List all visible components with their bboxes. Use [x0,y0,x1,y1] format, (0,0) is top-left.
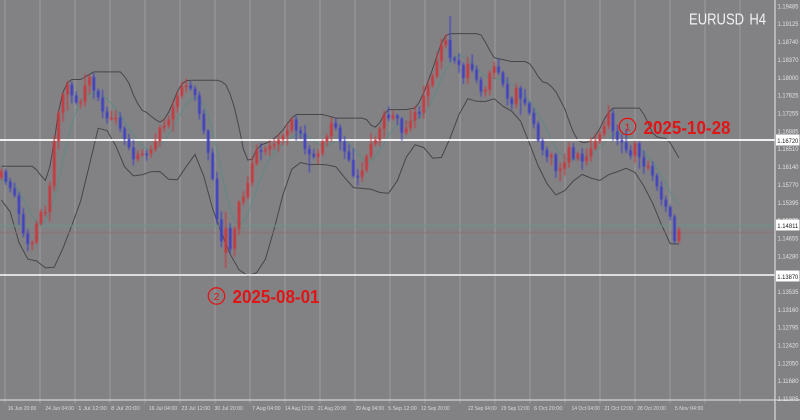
svg-text:EURUSD H4: EURUSD H4 [689,12,766,29]
svg-text:1.18000: 1.18000 [778,75,799,82]
svg-text:1.13535: 1.13535 [778,289,799,296]
svg-text:14 Aug 12:00: 14 Aug 12:00 [285,406,314,412]
svg-text:30 Jul 20:00: 30 Jul 20:00 [214,406,243,412]
svg-text:23 Jul 12:00: 23 Jul 12:00 [182,406,211,412]
svg-text:1.14280: 1.14280 [778,253,799,260]
svg-text:1.16510: 1.16510 [778,146,799,153]
svg-text:2025-10-28: 2025-10-28 [644,117,731,138]
svg-text:21 Aug 20:00: 21 Aug 20:00 [318,406,347,412]
svg-text:1.18370: 1.18370 [778,57,799,64]
svg-text:16 Jun 20:00: 16 Jun 20:00 [8,406,37,412]
svg-text:16 Jul 04:00: 16 Jul 04:00 [149,406,178,412]
svg-text:1.17625: 1.17625 [778,93,799,100]
svg-text:1.12420: 1.12420 [778,343,799,350]
svg-text:8 Jul 20:00: 8 Jul 20:00 [111,406,140,412]
svg-text:12 Sep 20:00: 12 Sep 20:00 [421,406,450,412]
svg-text:1.13160: 1.13160 [778,307,799,314]
svg-text:14 Oct 04:00: 14 Oct 04:00 [571,406,600,412]
svg-text:1.12795: 1.12795 [778,325,799,332]
svg-text:2025-08-01: 2025-08-01 [233,286,320,307]
svg-text:21 Oct 12:00: 21 Oct 12:00 [604,406,633,412]
svg-text:1.14811: 1.14811 [777,223,798,230]
svg-text:1.15770: 1.15770 [778,182,799,189]
svg-text:1.19125: 1.19125 [778,21,799,28]
svg-text:1.12050: 1.12050 [778,360,799,367]
svg-text:5 Sep 12:00: 5 Sep 12:00 [388,406,417,412]
svg-text:1: 1 [625,122,631,134]
svg-text:28 Oct 20:00: 28 Oct 20:00 [637,406,666,412]
svg-text:22 Sep 04:00: 22 Sep 04:00 [468,406,497,412]
svg-text:1.16720: 1.16720 [777,138,798,145]
svg-text:1.13870: 1.13870 [777,274,798,281]
svg-text:1.14655: 1.14655 [778,236,799,243]
svg-text:29 Sep 12:00: 29 Sep 12:00 [501,406,530,412]
svg-text:1.16140: 1.16140 [778,164,799,171]
svg-text:1.11305: 1.11305 [778,396,799,403]
svg-text:1.15395: 1.15395 [778,200,799,207]
svg-text:1.19485: 1.19485 [778,3,799,10]
svg-text:24 Jun 04:00: 24 Jun 04:00 [45,406,74,412]
svg-text:1.16885: 1.16885 [778,128,799,135]
svg-text:1 Jul 12:00: 1 Jul 12:00 [78,406,107,412]
svg-text:29 Aug 04:00: 29 Aug 04:00 [355,406,384,412]
svg-text:1.17255: 1.17255 [778,111,799,118]
svg-text:5 Nov 04:00: 5 Nov 04:00 [675,406,704,412]
svg-text:6 Oct 20:00: 6 Oct 20:00 [534,406,563,412]
svg-text:1.11680: 1.11680 [778,378,799,385]
svg-text:1.18740: 1.18740 [778,39,799,46]
svg-text:7 Aug 04:00: 7 Aug 04:00 [252,406,281,412]
svg-text:2: 2 [214,291,220,303]
